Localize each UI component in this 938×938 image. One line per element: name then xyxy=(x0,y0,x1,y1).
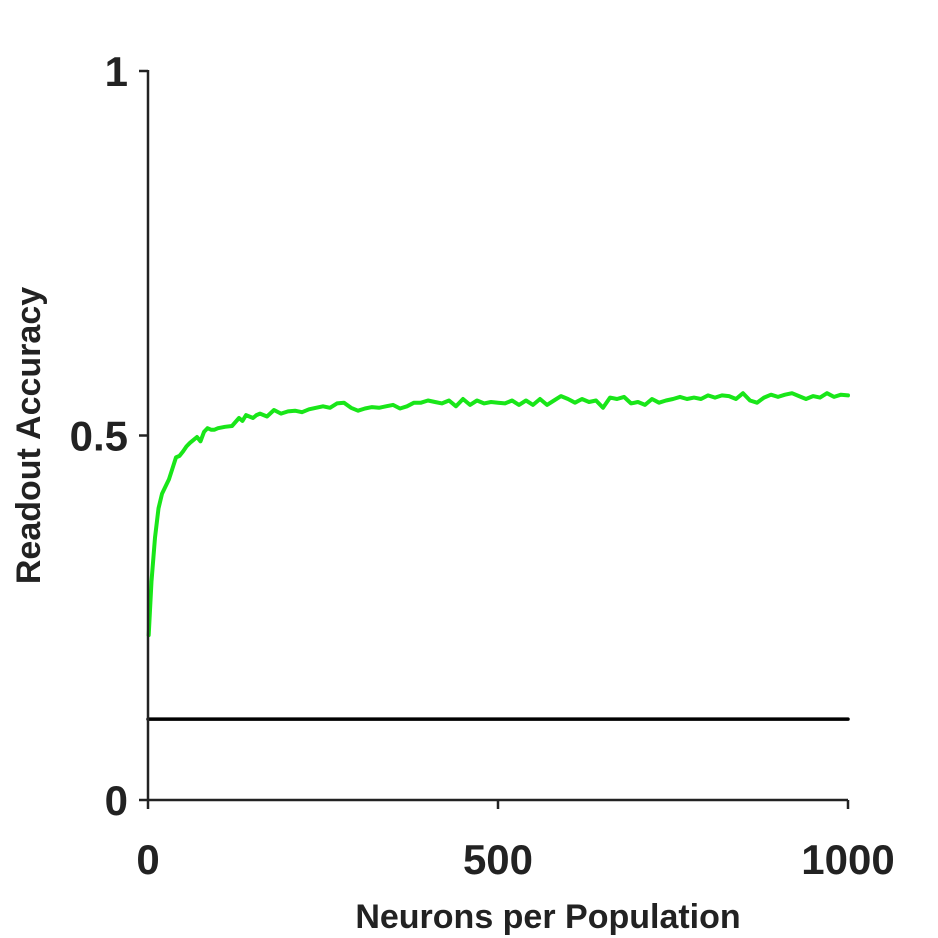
plot-area xyxy=(146,391,850,721)
x-tick-label: 0 xyxy=(136,836,159,883)
x-tick-label: 1000 xyxy=(801,836,894,883)
x-axis-title: Neurons per Population xyxy=(355,898,740,936)
y-tick-label: 1 xyxy=(105,48,128,95)
y-tick-label: 0.5 xyxy=(70,413,128,460)
y-axis-ticks: 00.51 xyxy=(70,48,148,824)
accuracy-series-line xyxy=(146,391,850,638)
series-layer xyxy=(146,391,850,721)
x-axis-ticks: 0 500 1000 xyxy=(136,800,895,883)
x-tick-label: 500 xyxy=(463,836,533,883)
y-axis-title: Readout Accuracy xyxy=(10,287,48,584)
y-tick-label: 0 xyxy=(105,777,128,824)
